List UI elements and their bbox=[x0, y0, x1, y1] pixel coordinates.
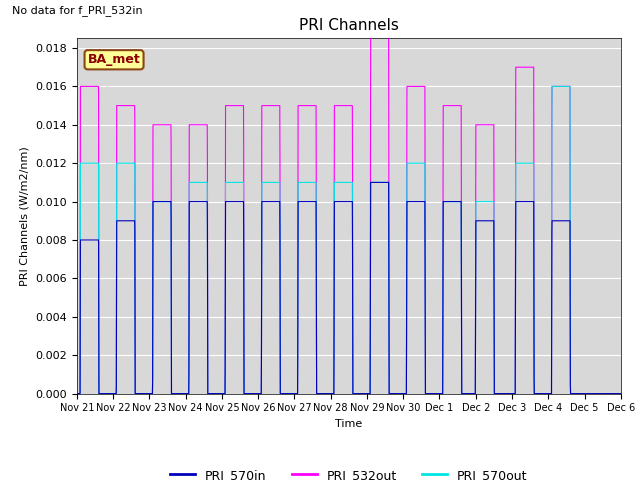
Legend: PRI_570in, PRI_532out, PRI_570out: PRI_570in, PRI_532out, PRI_570out bbox=[165, 464, 532, 480]
X-axis label: Time: Time bbox=[335, 419, 362, 429]
Y-axis label: PRI Channels (W/m2/nm): PRI Channels (W/m2/nm) bbox=[20, 146, 30, 286]
Title: PRI Channels: PRI Channels bbox=[299, 18, 399, 33]
Text: No data for f_PRI_532in: No data for f_PRI_532in bbox=[12, 6, 142, 16]
Text: BA_met: BA_met bbox=[88, 53, 140, 66]
